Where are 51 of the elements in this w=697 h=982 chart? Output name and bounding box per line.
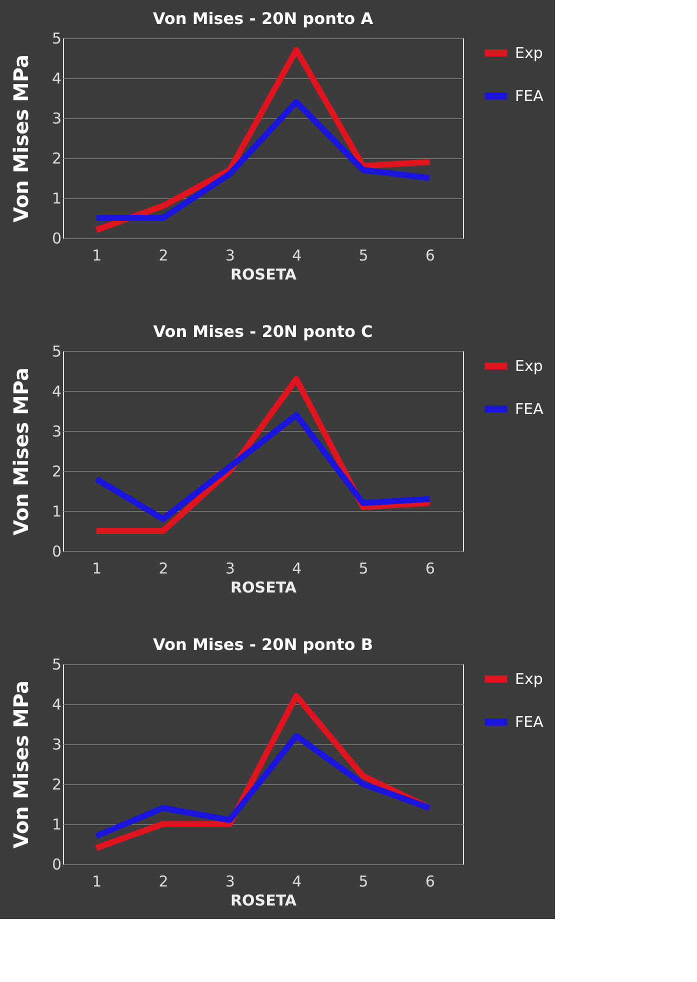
chart-title: Von Mises - 20N ponto B (152, 635, 374, 654)
y-tick-label: 2 (52, 776, 62, 794)
x-tick-label: 1 (92, 246, 102, 264)
y-axis-title: Von Mises MPa (8, 54, 33, 222)
x-tick-label: 5 (358, 560, 368, 578)
y-tick-label: 2 (52, 150, 62, 168)
y-tick-label: 4 (52, 382, 62, 400)
x-tick-label: 4 (292, 246, 302, 264)
y-axis-title: Von Mises MPa (8, 680, 33, 848)
x-tick-label: 4 (292, 872, 302, 890)
y-tick-label: 5 (52, 656, 62, 674)
x-tick-label: 2 (158, 872, 168, 890)
y-tick-label: 5 (52, 30, 62, 48)
legend-label: Exp (515, 357, 543, 375)
y-tick-label: 0 (52, 230, 62, 248)
x-tick-label: 3 (225, 560, 235, 578)
y-tick-label: 1 (52, 502, 62, 520)
x-axis-title: ROSETA (230, 266, 297, 284)
y-tick-label: 2 (52, 462, 62, 480)
legend-label: Exp (515, 670, 543, 688)
y-tick-label: 1 (52, 816, 62, 834)
chart-title: Von Mises - 20N ponto A (152, 9, 374, 28)
legend-label: FEA (515, 87, 544, 105)
x-tick-label: 6 (425, 872, 435, 890)
y-tick-label: 3 (52, 736, 62, 754)
x-axis-title: ROSETA (230, 578, 297, 596)
x-tick-label: 6 (425, 246, 435, 264)
x-tick-label: 2 (158, 246, 168, 264)
y-tick-label: 0 (52, 856, 62, 874)
y-tick-label: 3 (52, 110, 62, 128)
x-tick-label: 2 (158, 560, 168, 578)
legend-label: FEA (515, 400, 544, 418)
y-tick-label: 0 (52, 542, 62, 560)
y-tick-label: 4 (52, 696, 62, 714)
x-tick-label: 5 (358, 872, 368, 890)
chart-title: Von Mises - 20N ponto C (153, 322, 373, 341)
x-tick-label: 6 (425, 560, 435, 578)
y-tick-label: 3 (52, 422, 62, 440)
x-tick-label: 4 (292, 560, 302, 578)
y-tick-label: 4 (52, 70, 62, 88)
x-tick-label: 1 (92, 872, 102, 890)
y-axis-title: Von Mises MPa (8, 368, 33, 536)
x-tick-label: 3 (225, 872, 235, 890)
y-tick-label: 1 (52, 190, 62, 208)
y-tick-label: 5 (52, 342, 62, 360)
x-tick-label: 1 (92, 560, 102, 578)
x-axis-title: ROSETA (230, 892, 297, 910)
x-tick-label: 3 (225, 246, 235, 264)
legend-label: Exp (515, 44, 543, 62)
x-tick-label: 5 (358, 246, 368, 264)
legend-label: FEA (515, 713, 544, 731)
